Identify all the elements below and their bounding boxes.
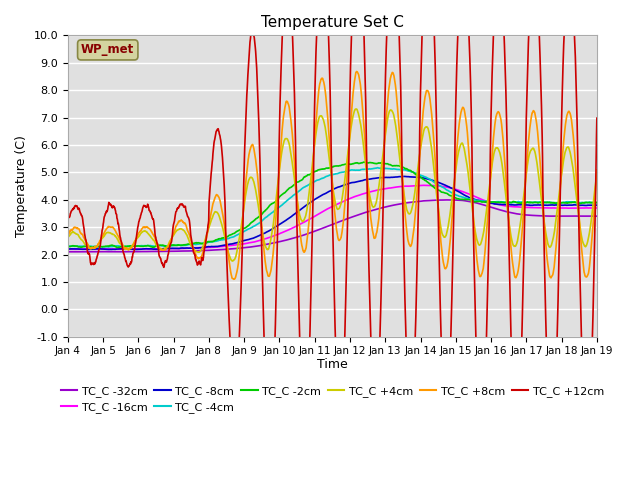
Line: TC_C -16cm: TC_C -16cm	[68, 185, 597, 249]
TC_C -16cm	[289, 225, 296, 231]
TC_C -16cm	[72, 246, 79, 252]
TC_C -2cm	[593, 200, 601, 205]
TC_C +12cm	[64, 219, 72, 225]
Line: TC_C +8cm: TC_C +8cm	[68, 72, 597, 279]
TC_C +12cm	[289, 29, 296, 35]
TC_C -8cm	[399, 174, 407, 180]
TC_C -2cm	[360, 159, 367, 165]
TC_C -8cm	[64, 246, 72, 252]
TC_C +4cm	[127, 245, 134, 251]
TC_C +8cm	[127, 246, 134, 252]
TC_C +8cm	[309, 159, 317, 165]
TC_C +4cm	[228, 258, 236, 264]
TC_C +4cm	[300, 218, 307, 224]
TC_C +4cm	[353, 106, 360, 112]
TC_C +4cm	[105, 229, 113, 235]
TC_C -32cm	[446, 197, 454, 203]
TC_C -32cm	[289, 235, 296, 241]
Legend: TC_C -32cm, TC_C -16cm, TC_C -8cm, TC_C -4cm, TC_C -2cm, TC_C +4cm, TC_C +8cm, T: TC_C -32cm, TC_C -16cm, TC_C -8cm, TC_C …	[56, 382, 609, 418]
TC_C +12cm	[309, 206, 317, 212]
TC_C +4cm	[593, 170, 601, 176]
TC_C +8cm	[593, 167, 601, 173]
TC_C +4cm	[64, 234, 72, 240]
TC_C -4cm	[289, 193, 296, 199]
TC_C -16cm	[365, 189, 373, 195]
TC_C +8cm	[300, 249, 307, 255]
TC_C +4cm	[309, 154, 317, 159]
TC_C -4cm	[300, 184, 307, 190]
TC_C -8cm	[105, 247, 113, 252]
TC_C -16cm	[106, 246, 113, 252]
TC_C -2cm	[64, 244, 72, 250]
TC_C -4cm	[309, 180, 317, 185]
TC_C +12cm	[127, 261, 134, 266]
TC_C -16cm	[309, 215, 317, 220]
TC_C -32cm	[78, 249, 86, 255]
TC_C -4cm	[105, 244, 113, 250]
TC_C -8cm	[365, 176, 373, 182]
Y-axis label: Temperature (C): Temperature (C)	[15, 135, 28, 237]
TC_C +8cm	[64, 232, 72, 238]
TC_C -32cm	[365, 208, 373, 214]
TC_C +12cm	[593, 115, 601, 121]
TC_C -32cm	[127, 249, 134, 254]
TC_C -16cm	[300, 219, 307, 225]
Line: TC_C -4cm: TC_C -4cm	[68, 168, 597, 247]
TC_C -2cm	[300, 175, 307, 180]
TC_C +12cm	[300, 426, 307, 432]
TC_C -2cm	[105, 243, 113, 249]
Line: TC_C -2cm: TC_C -2cm	[68, 162, 597, 248]
TC_C +8cm	[353, 69, 360, 74]
TC_C -8cm	[309, 198, 317, 204]
TC_C +12cm	[513, 451, 520, 457]
TC_C -32cm	[593, 213, 601, 219]
TC_C -2cm	[113, 245, 121, 251]
Title: Temperature Set C: Temperature Set C	[261, 15, 404, 30]
TC_C +12cm	[365, 264, 372, 270]
TC_C -8cm	[289, 213, 296, 218]
TC_C -32cm	[64, 249, 72, 255]
TC_C +8cm	[230, 276, 237, 282]
TC_C -8cm	[593, 202, 601, 208]
TC_C -32cm	[300, 232, 307, 238]
Line: TC_C -8cm: TC_C -8cm	[68, 177, 597, 250]
TC_C -4cm	[365, 166, 373, 172]
TC_C -4cm	[64, 243, 72, 249]
TC_C +8cm	[105, 224, 113, 229]
TC_C +12cm	[105, 200, 113, 205]
TC_C +8cm	[289, 136, 296, 142]
TC_C -16cm	[64, 246, 72, 252]
Text: WP_met: WP_met	[81, 43, 134, 57]
X-axis label: Time: Time	[317, 358, 348, 371]
TC_C +8cm	[366, 202, 374, 208]
Line: TC_C +4cm: TC_C +4cm	[68, 109, 597, 261]
TC_C -2cm	[366, 160, 374, 166]
TC_C -16cm	[593, 205, 601, 211]
TC_C +4cm	[289, 163, 296, 168]
TC_C -4cm	[593, 200, 601, 205]
TC_C -8cm	[300, 204, 307, 210]
TC_C -2cm	[127, 243, 134, 249]
TC_C +4cm	[366, 192, 374, 198]
Line: TC_C +12cm: TC_C +12cm	[68, 0, 597, 454]
TC_C -2cm	[289, 183, 296, 189]
TC_C -4cm	[374, 165, 381, 170]
TC_C -32cm	[309, 229, 317, 235]
TC_C -32cm	[106, 249, 113, 254]
TC_C -16cm	[127, 246, 134, 252]
TC_C -8cm	[106, 247, 113, 252]
TC_C -2cm	[309, 169, 317, 175]
Line: TC_C -32cm: TC_C -32cm	[68, 200, 597, 252]
TC_C -8cm	[127, 246, 134, 252]
TC_C -4cm	[127, 243, 134, 249]
TC_C -4cm	[106, 244, 113, 250]
TC_C -16cm	[419, 182, 426, 188]
